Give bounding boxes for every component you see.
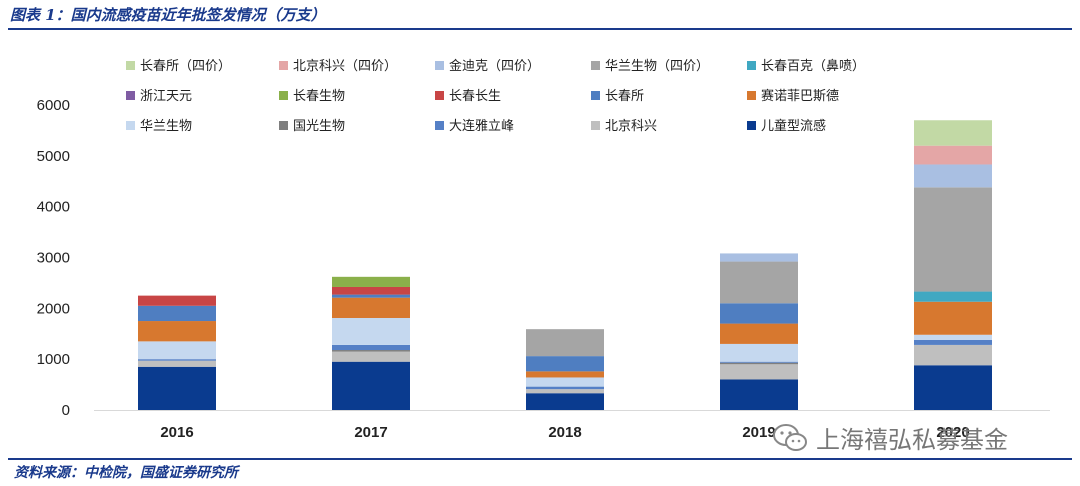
legend-label: 浙江天元: [140, 89, 192, 104]
legend-label: 长春所（四价）: [140, 59, 231, 74]
bar-segment: [526, 329, 604, 357]
legend-label: 赛诺菲巴斯德: [761, 88, 839, 104]
bar-segment: [332, 286, 410, 295]
bar-segment: [332, 297, 410, 318]
legend-swatch: [126, 91, 135, 100]
bar-segment: [526, 371, 604, 378]
bar-segment: [720, 303, 798, 324]
bar-segment: [526, 393, 604, 410]
legend-swatch: [435, 61, 444, 70]
bar-segment: [138, 359, 216, 361]
bar-segment: [138, 321, 216, 342]
y-tick-label: 5000: [37, 148, 70, 165]
title-rule: [8, 28, 1072, 30]
legend-label: 国光生物: [293, 119, 345, 134]
bar-segment: [720, 253, 798, 262]
y-tick-label: 6000: [37, 97, 70, 114]
legend-swatch: [747, 91, 756, 100]
bar-segment: [526, 377, 604, 387]
legend-swatch: [591, 121, 600, 130]
x-tick-label: 2019: [742, 424, 775, 441]
bar-segment: [914, 164, 992, 188]
x-tick-label: 2018: [548, 424, 581, 441]
bar-segment: [138, 341, 216, 360]
bar-segment: [332, 317, 410, 345]
y-axis: 0 1000 2000 3000 4000 5000 6000: [37, 97, 70, 419]
bar-segment: [914, 187, 992, 292]
y-tick-label: 3000: [37, 250, 70, 267]
bar-segment: [914, 145, 992, 165]
chart-title: 图表 1：国内流感疫苗近年批签发情况（万支）: [10, 6, 326, 24]
bar-segment: [720, 362, 798, 365]
bars: [138, 120, 992, 410]
legend-label: 北京科兴（四价）: [293, 59, 397, 74]
wechat-icon: [773, 423, 807, 451]
legend-label: 儿童型流感: [761, 118, 826, 134]
legend-label: 华兰生物: [140, 119, 192, 134]
legend-swatch: [435, 121, 444, 130]
x-axis: 2016 2017 2018 2019 2020: [94, 410, 1050, 441]
bar-segment: [138, 360, 216, 367]
bar-segment: [914, 334, 992, 340]
legend-swatch: [591, 61, 600, 70]
bar-segment: [332, 361, 410, 410]
bar-segment: [720, 361, 798, 363]
bar-segment: [720, 343, 798, 362]
legend-swatch: [747, 121, 756, 130]
legend-swatch: [279, 61, 288, 70]
legend-label: 大连雅立峰: [449, 118, 514, 134]
bar-segment: [526, 386, 604, 390]
bar-segment: [914, 120, 992, 146]
legend-swatch: [279, 121, 288, 130]
legend-label: 长春长生: [449, 89, 501, 104]
bar-segment: [914, 339, 992, 345]
y-tick-label: 1000: [37, 351, 70, 368]
bar-segment: [332, 351, 410, 362]
legend: 长春所（四价） 北京科兴（四价） 金迪克（四价） 华兰生物（四价） 长春百克（鼻喷） 浙江…: [126, 58, 865, 134]
bar-segment: [332, 350, 410, 352]
bar-segment: [332, 344, 410, 351]
bar-segment: [720, 364, 798, 380]
bar-segment: [914, 344, 992, 366]
source-note: 资料来源：中检院，国盛证券研究所: [14, 465, 238, 481]
legend-label: 长春所: [605, 89, 644, 104]
bar-segment: [526, 389, 604, 394]
bar-segment: [914, 301, 992, 335]
x-tick-label: 2016: [160, 424, 193, 441]
legend-swatch: [126, 61, 135, 70]
bar-segment: [720, 323, 798, 344]
bar-segment: [138, 366, 216, 410]
legend-label: 长春百克（鼻喷）: [761, 58, 865, 74]
watermark: 上海禧弘私募基金: [772, 420, 1008, 455]
bar-segment: [138, 305, 216, 322]
legend-swatch: [279, 91, 288, 100]
watermark-text: 上海禧弘私募基金: [816, 426, 1008, 454]
legend-label: 金迪克（四价）: [449, 58, 540, 74]
bar-segment: [332, 276, 410, 287]
x-tick-label: 2020: [936, 424, 969, 441]
bar-segment: [914, 365, 992, 410]
legend-label: 北京科兴: [605, 119, 657, 134]
legend-swatch: [747, 61, 756, 70]
legend-label: 长春生物: [293, 89, 345, 104]
y-tick-label: 4000: [37, 199, 70, 216]
y-tick-label: 2000: [37, 300, 70, 317]
bar-segment: [332, 294, 410, 298]
bar-segment: [914, 291, 992, 302]
legend-swatch: [591, 91, 600, 100]
bar-segment: [526, 356, 604, 372]
bar-segment: [138, 295, 216, 306]
footer-rule: [8, 458, 1072, 460]
legend-swatch: [126, 121, 135, 130]
x-tick-label: 2017: [354, 424, 387, 441]
legend-label: 华兰生物（四价）: [605, 59, 709, 74]
bar-segment: [720, 261, 798, 304]
y-tick-label: 0: [62, 402, 70, 419]
bar-segment: [720, 379, 798, 410]
legend-swatch: [435, 91, 444, 100]
